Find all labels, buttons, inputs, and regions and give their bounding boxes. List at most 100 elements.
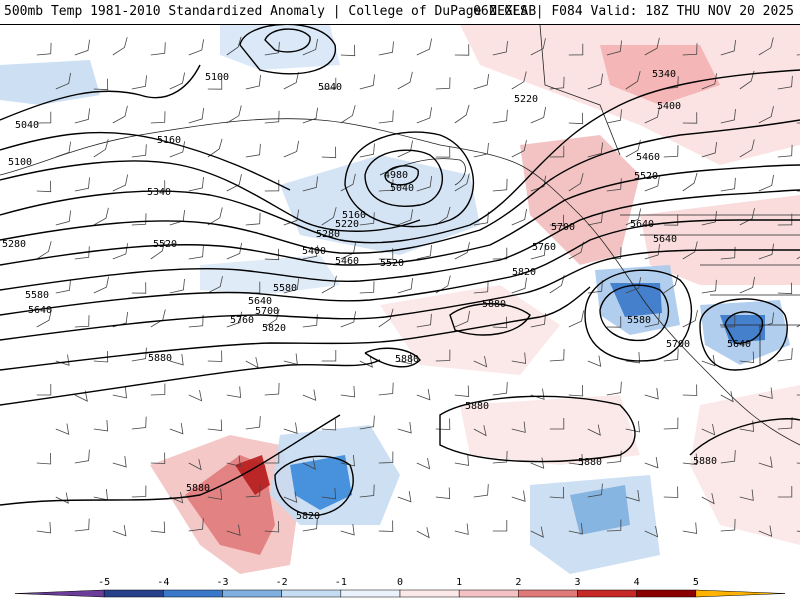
wind-barb — [226, 386, 242, 398]
wind-barb — [188, 390, 203, 402]
wind-barb — [587, 73, 603, 90]
wind-barb — [587, 142, 603, 158]
wind-barb — [701, 493, 715, 505]
cold-anomaly-northwest — [0, 60, 100, 105]
wind-barb — [720, 108, 736, 124]
wind-barb — [283, 491, 298, 503]
wind-barb — [530, 106, 546, 124]
wind-barb — [226, 174, 242, 192]
wind-barb — [435, 77, 451, 90]
contour-label: 5640 — [653, 234, 677, 245]
wind-barb — [587, 211, 603, 226]
wind-barb — [93, 207, 109, 226]
wind-barb — [568, 453, 584, 466]
wind-barb — [207, 78, 223, 90]
contour-label: 5700 — [551, 222, 575, 233]
wind-barb — [682, 453, 698, 465]
wind-barb — [758, 312, 774, 328]
colorbar-segment — [577, 589, 637, 598]
wind-barb — [682, 384, 698, 396]
cold-anomaly-mid — [200, 255, 340, 295]
contour-label: 5520 — [153, 239, 177, 250]
wind-barb — [511, 71, 527, 90]
wind-barb — [55, 141, 71, 158]
wind-barb — [131, 282, 147, 294]
wind-barb — [625, 351, 641, 364]
wind-barb — [397, 71, 413, 90]
wind-barb — [777, 213, 793, 226]
wind-barb — [473, 425, 487, 437]
wind-barb — [625, 277, 641, 294]
wind-barb — [416, 389, 431, 401]
wind-barb — [473, 356, 488, 368]
wind-barb — [739, 208, 755, 226]
wind-barb — [473, 280, 489, 294]
wind-barb — [663, 348, 679, 362]
wind-barb — [302, 389, 317, 401]
wind-barb — [112, 456, 127, 468]
cold-anomaly-south-core — [570, 485, 630, 535]
wind-barb — [359, 281, 375, 294]
wind-barb — [758, 525, 773, 537]
wind-barb — [701, 210, 717, 226]
contour-label: 4980 — [384, 170, 408, 181]
colorbar-tick: -5 — [98, 577, 110, 588]
wind-barb — [321, 418, 337, 431]
coastlines — [0, 25, 800, 446]
wind-barb — [492, 109, 508, 124]
wind-barb — [150, 452, 166, 464]
wind-barb — [739, 420, 755, 432]
wind-barb — [758, 456, 773, 468]
wind-barb — [93, 276, 109, 294]
wind-barb — [150, 383, 166, 396]
contour-label: 5040 — [15, 120, 39, 131]
wind-barb — [112, 37, 128, 56]
wind-barb — [340, 44, 356, 57]
wind-barb — [36, 180, 52, 193]
wind-barb — [245, 212, 261, 226]
colorbar-segment — [458, 589, 519, 598]
colorbar-tick: 0 — [397, 577, 403, 588]
wind-barb — [625, 420, 640, 433]
contour-label: 5340 — [147, 187, 171, 198]
wind-barb — [321, 350, 337, 362]
wind-barb — [663, 145, 679, 158]
wind-barb — [340, 385, 356, 398]
contour-label: 5520 — [634, 171, 658, 182]
wind-barb — [378, 41, 394, 56]
wind-barb — [397, 352, 412, 365]
wind-barb — [758, 37, 774, 56]
wind-barb — [416, 107, 432, 124]
colorbar-ticks: -5 -4 -3 -2 -1 0 1 2 3 4 5 — [98, 577, 699, 588]
wind-barb — [397, 140, 413, 158]
colorbar-tick: -2 — [276, 577, 288, 588]
colorbar-tick: 1 — [456, 577, 462, 588]
wind-barb — [150, 111, 166, 124]
wind-barb — [169, 492, 184, 504]
wind-barb — [150, 521, 166, 533]
warm-anomaly-se-pacific — [460, 395, 640, 465]
wind-barb — [36, 309, 52, 328]
wind-barb — [644, 312, 660, 328]
wind-barb — [36, 111, 52, 124]
wind-barb — [226, 455, 241, 467]
wind-barb — [264, 41, 280, 56]
wind-barb — [568, 310, 584, 328]
contour-label: 5760 — [230, 315, 254, 326]
wind-barb — [188, 176, 204, 192]
wind-barb — [36, 42, 52, 56]
wind-barb — [720, 177, 736, 192]
wind-barb — [549, 76, 565, 90]
wind-barb — [625, 71, 641, 90]
colorbar-tick: -4 — [157, 577, 169, 588]
wind-barb — [416, 313, 432, 328]
wind-barb — [777, 416, 793, 430]
wind-barb — [549, 275, 565, 294]
contour-label: 5640 — [248, 296, 272, 307]
wind-barb — [530, 244, 546, 260]
wind-barb — [606, 316, 622, 328]
wind-barb — [606, 109, 622, 124]
anomaly-colorbar: -5 -4 -3 -2 -1 0 1 2 3 4 5 — [0, 574, 800, 600]
wind-barb — [720, 40, 736, 56]
wind-barb — [720, 518, 736, 532]
